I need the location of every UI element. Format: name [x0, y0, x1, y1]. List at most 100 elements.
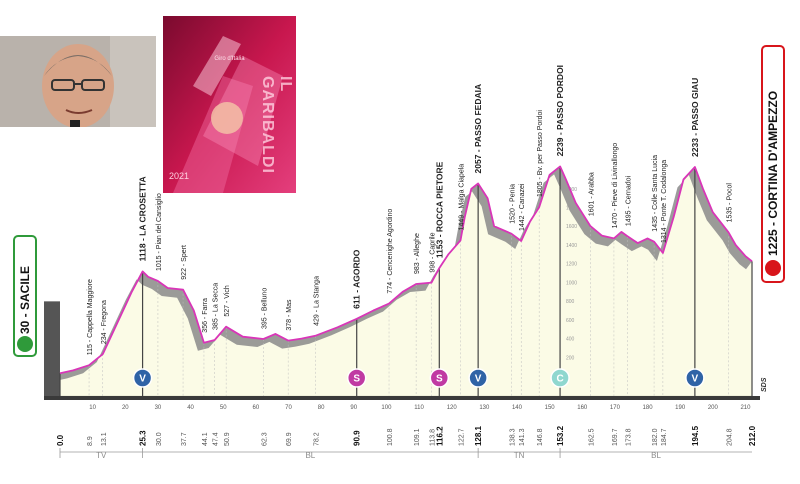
km-marker-27: 184.7: [661, 428, 668, 446]
altitude-scale: 2000 1800 1600 1400 1200 1000 800 600 400 200: [566, 187, 577, 361]
distance-tick-7: 80: [318, 405, 325, 411]
climb-label-21: 2239 - PASSO PORDOI: [555, 65, 565, 156]
km-marker-4: 30.0: [156, 432, 163, 446]
distance-tick-14: 150: [545, 405, 556, 411]
distance-tick-16: 170: [610, 405, 621, 411]
km-marker-29: 204.8: [726, 428, 733, 446]
km-marker-2: 13.1: [101, 432, 108, 446]
distance-tick-13: 140: [512, 405, 523, 411]
climb-label-1: 234 - Fregona: [101, 300, 108, 344]
km-marker-18: 128.1: [474, 425, 483, 446]
region-code-3: BL: [651, 451, 661, 460]
distance-tick-0: 10: [89, 405, 96, 411]
km-marker-20: 141.3: [519, 428, 526, 446]
altitude-tick-9: 200: [566, 355, 575, 361]
km-marker-25: 173.8: [625, 428, 632, 446]
region-code-0: TV: [96, 451, 107, 460]
km-marker-21: 146.8: [537, 428, 544, 446]
guide-layer: [59, 166, 753, 396]
climb-label-3: 1015 - Pian del Cansiglio: [156, 193, 163, 271]
finish-badge: [761, 45, 785, 283]
poster-title: IL GARIBALDI: [259, 76, 294, 174]
gpm-letter-3: V: [475, 374, 482, 385]
climb-label-12: 774 - Cencenighe Agordino: [387, 209, 394, 294]
distance-tick-8: 90: [350, 405, 357, 411]
cima_coppi-letter-4: C: [556, 374, 563, 385]
distance-tick-1: 20: [122, 405, 129, 411]
climb-label-8: 395 - Belluno: [261, 288, 268, 329]
region-strip: TV BL TN BL: [59, 448, 752, 460]
profile-area: [59, 165, 753, 397]
km-marker-10: 69.9: [286, 432, 293, 446]
altitude-tick-6: 800: [566, 299, 575, 305]
event-poster: Giro d'Italia IL GARIBALDI 2021: [163, 16, 296, 193]
start-label: 30 - SACILE: [18, 266, 32, 334]
distance-tick-6: 70: [285, 405, 292, 411]
sprint-letter-1: S: [353, 374, 360, 385]
altitude-tick-1: 1800: [566, 206, 577, 212]
km-markers: 0.0 8.9 13.1 25.3 30.0 37.7 44.1 47.4 50.9 62.3 69…: [56, 425, 757, 446]
altitude-tick-4: 1200: [566, 262, 577, 268]
climb-label-24: 1495 - Cernadoi: [625, 175, 632, 226]
distance-tick-20: 210: [740, 405, 751, 411]
climb-label-13: 983 - Alleghe: [414, 233, 421, 274]
climb-label-4: 922 - Spert: [181, 245, 188, 280]
climb-label-7: 527 - Vich: [224, 285, 231, 316]
poster-year: 2021: [169, 171, 190, 181]
km-marker-17: 122.7: [459, 428, 466, 446]
distance-tick-4: 50: [220, 405, 227, 411]
finish-icon: [765, 260, 781, 276]
climb-label-23: 1470 - Pieve di Livinallongo: [612, 143, 619, 229]
climb-label-14: 998 - Caprile: [429, 232, 436, 272]
start-badge: [13, 235, 37, 357]
region-code-2: TN: [514, 451, 525, 460]
climb-label-5: 356 - Farra: [202, 298, 209, 333]
km-marker-16: 116.2: [435, 426, 444, 446]
gpm-badge-5: [685, 368, 705, 388]
distance-tick-11: 120: [447, 405, 458, 411]
km-marker-19: 138.3: [509, 428, 516, 446]
gpm-badge-0: [132, 368, 153, 388]
climb-label-9: 378 - Mas: [286, 299, 293, 331]
climb-label-11: 611 - AGORDO: [352, 249, 362, 309]
climb-label-17: 2057 - PASSO FEDAIA: [473, 84, 483, 174]
gpm-letter-5: V: [692, 374, 699, 385]
profile-start-wall: [44, 301, 60, 396]
climb-labels: 115 - Cappella Maggiore 234 - Fregona 1118…: [87, 65, 733, 355]
person-photo: [0, 36, 156, 127]
poster-art: [163, 16, 296, 193]
sprint-badge-2: [429, 368, 450, 388]
distance-tick-12: 130: [479, 405, 490, 411]
km-marker-24: 169.7: [612, 428, 619, 446]
altitude-tick-2: 1600: [566, 224, 577, 230]
km-marker-13: 100.8: [387, 428, 394, 446]
altitude-tick-0: 2000: [566, 187, 577, 193]
distance-tick-10: 110: [414, 405, 424, 411]
climb-label-10: 429 - La Stanga: [313, 276, 320, 326]
climb-label-2: 1118 - LA CROSETTA: [138, 176, 148, 261]
finish-label: 1225 - CORTINA D'AMPEZZO: [766, 91, 780, 256]
distance-tick-3: 40: [187, 405, 194, 411]
person-photo-image: [0, 36, 156, 127]
km-marker-5: 37.7: [181, 432, 188, 446]
climb-label-15: 1153 - ROCCA PIETORE: [434, 161, 444, 258]
altitude-tick-8: 400: [566, 337, 575, 343]
route-line: [59, 165, 753, 375]
km-marker-12: 90.9: [353, 430, 362, 446]
distance-tick-18: 190: [675, 405, 686, 411]
poster-brand: Giro d'Italia: [214, 56, 245, 62]
km-marker-11: 78.2: [313, 432, 320, 446]
route-layer: [59, 165, 753, 375]
climb-label-20: 1805 - Bv. per Passo Pordoi: [537, 110, 544, 197]
distance-tick-19: 200: [708, 405, 719, 411]
gpm-letter-0: V: [139, 374, 146, 385]
distance-tick-15: 160: [577, 405, 588, 411]
altitude-tick-7: 600: [566, 318, 575, 324]
km-marker-8: 50.9: [224, 432, 231, 446]
climb-label-16: 1449 - Malga Ciapela: [459, 164, 466, 231]
start-finish-badges: 30 - SACILE 1225 - CORTINA D'AMPEZZO: [13, 45, 785, 357]
km-marker-9: 62.3: [261, 432, 268, 446]
